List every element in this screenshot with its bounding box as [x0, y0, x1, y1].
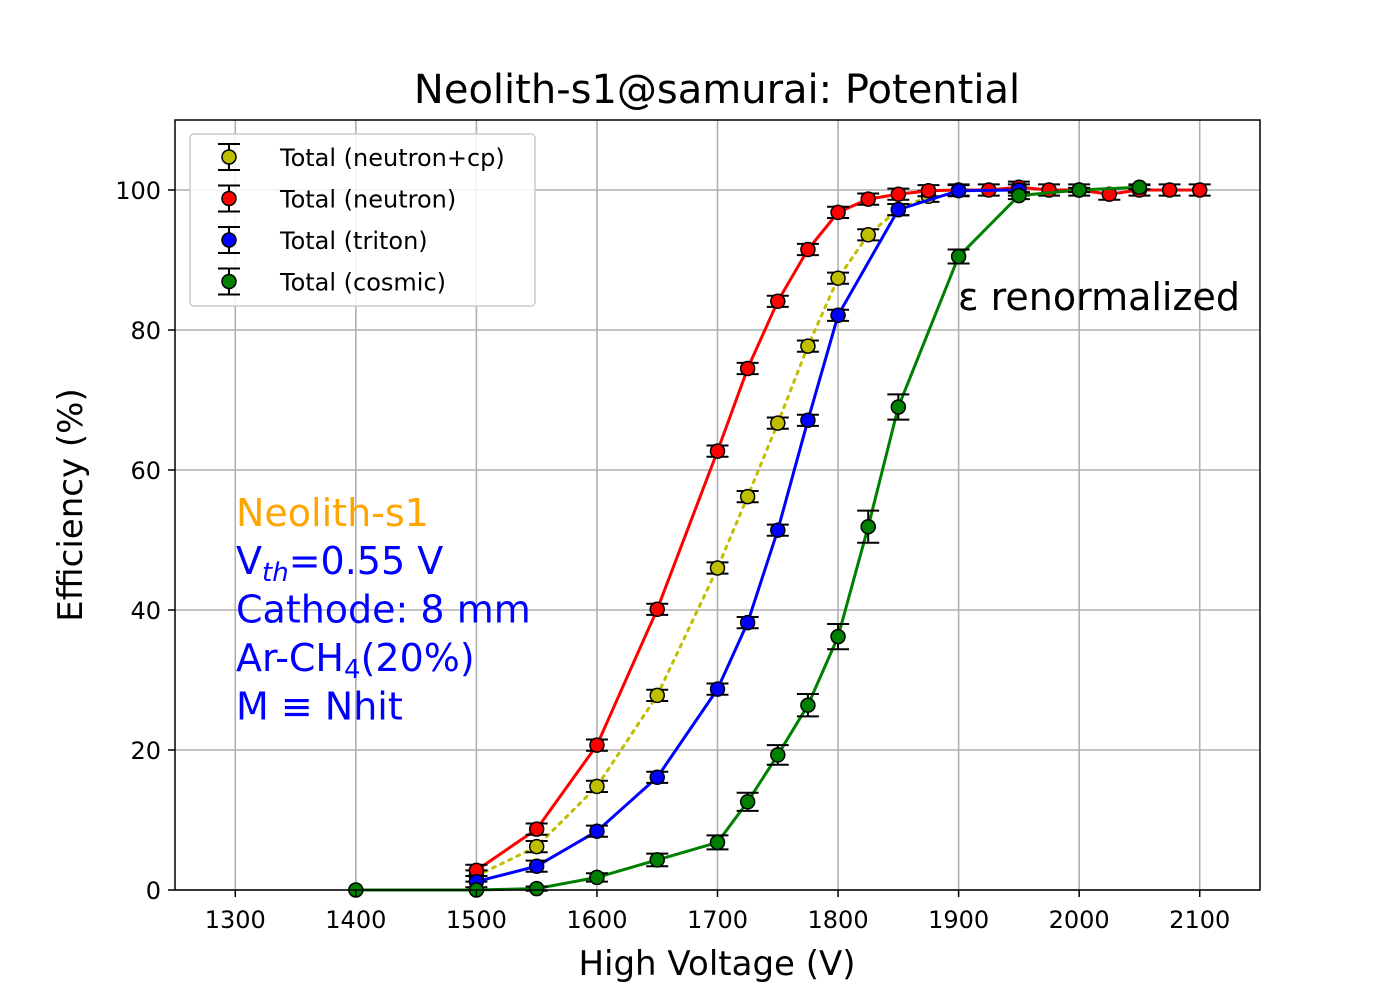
x-tick-label: 1600: [566, 906, 627, 934]
data-point: [830, 270, 846, 286]
data-point: [1011, 187, 1027, 204]
x-tick-label: 1400: [325, 906, 386, 934]
data-point: [1131, 179, 1148, 195]
data-point: [830, 204, 846, 221]
grid: [175, 120, 1260, 891]
data-point: [800, 338, 816, 354]
data-point: [528, 838, 545, 855]
y-tick-label: 80: [130, 317, 161, 345]
data-point: [528, 880, 545, 897]
data-point: [709, 681, 726, 697]
data-point: [860, 227, 876, 243]
x-tick-label: 2000: [1049, 906, 1110, 934]
data-point: [589, 823, 605, 839]
data-point: [739, 488, 756, 505]
legend: Total (neutron+cp) Total (neutron) Total (…: [189, 133, 536, 307]
data-point: [589, 737, 605, 753]
legend-marker: [221, 190, 237, 207]
x-axis-label: High Voltage (V): [578, 944, 855, 984]
y-tick-label: 60: [130, 457, 161, 485]
data-point: [709, 834, 726, 851]
data-point: [649, 601, 665, 618]
data-point: [649, 769, 665, 786]
legend-marker: [221, 232, 237, 248]
legend-label: Total (neutron+cp): [279, 144, 505, 172]
y-axis-label: Efficiency (%): [51, 388, 91, 621]
x-tick-label: 2100: [1169, 906, 1230, 934]
data-point: [589, 869, 605, 886]
annotation-condition: Vth=0.55 V: [236, 539, 443, 588]
annotation-condition: Ar-CH4(20%): [236, 636, 475, 685]
data-point: [770, 747, 786, 763]
series-2: [465, 182, 1030, 890]
annotation-condition: Cathode: 8 mm: [236, 588, 531, 632]
annotation-condition: M ≡ Nhit: [236, 685, 403, 729]
data-point: [830, 307, 846, 324]
axis-ticks: 1300 1400 1500 1600 1700 1800 1900 2000 2100 0 20 4…: [115, 177, 1230, 934]
data-point: [920, 182, 937, 199]
data-point: [1041, 182, 1057, 198]
series-line: [355, 185, 1140, 892]
data-point: [739, 614, 756, 631]
x-tick-label: 1900: [928, 906, 989, 934]
x-tick-label: 1700: [687, 906, 748, 934]
data-point: [528, 858, 545, 874]
data-point: [528, 821, 545, 837]
y-tick-label: 20: [130, 737, 161, 765]
data-point: [770, 522, 786, 538]
y-tick-label: 0: [146, 877, 161, 905]
data-point: [800, 241, 816, 258]
data-point: [1161, 182, 1178, 198]
data-point: [1191, 182, 1208, 198]
y-tick-label: 40: [130, 597, 161, 625]
series-3: [348, 179, 1151, 898]
data-point: [800, 412, 816, 429]
data-point: [770, 415, 786, 431]
data-point: [950, 248, 967, 265]
data-point: [890, 201, 907, 218]
x-tick-label: 1500: [446, 906, 507, 934]
x-tick-label: 1800: [808, 906, 869, 934]
data-point: [1071, 182, 1087, 198]
data-point: [649, 852, 665, 868]
data-point: [800, 697, 816, 713]
series-line: [476, 188, 1019, 884]
data-point: [739, 360, 756, 377]
legend-label: Total (neutron): [279, 186, 456, 214]
data-point: [950, 182, 967, 199]
data-point: [890, 186, 907, 202]
chart-title: Neolith-s1@samurai: Potential: [414, 67, 1020, 113]
legend-marker: [221, 273, 237, 290]
legend-label: Total (triton): [279, 227, 428, 255]
x-tick-label: 1300: [205, 906, 266, 934]
data-point: [739, 794, 756, 810]
data-point: [860, 191, 876, 207]
series-line: [474, 194, 930, 878]
legend-label: Total (cosmic): [279, 269, 446, 297]
legend-marker: [221, 149, 237, 165]
data-point: [830, 628, 846, 645]
y-tick-label: 100: [115, 177, 161, 205]
data-point: [890, 399, 907, 415]
annotation-detector-name: Neolith-s1: [236, 491, 429, 535]
data-point: [709, 443, 726, 459]
series-group: [348, 179, 1211, 898]
legend-box: [189, 133, 536, 307]
annotation-renormalized: ε renormalized: [958, 275, 1240, 319]
data-point: [860, 518, 876, 535]
data-point: [770, 293, 786, 310]
data-point: [649, 687, 665, 704]
data-point: [709, 560, 726, 576]
data-point: [589, 778, 605, 795]
